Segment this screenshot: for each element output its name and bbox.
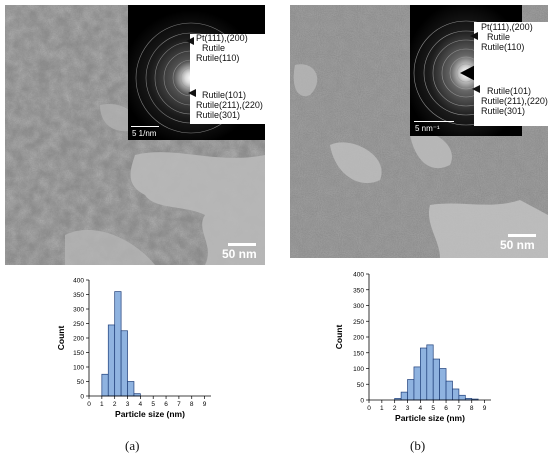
saed-scale-bar-a	[131, 126, 159, 127]
scale-bar-label-b: 50 nm	[500, 238, 535, 252]
histogram-bar	[400, 391, 408, 401]
histogram-bar	[439, 368, 447, 401]
x-tick-label: 8	[190, 401, 194, 408]
scale-bar-a	[228, 243, 256, 246]
scale-bar-label-a: 50 nm	[222, 247, 257, 261]
histogram-bar	[458, 394, 466, 401]
histogram-bar	[114, 291, 122, 397]
x-tick-label: 2	[113, 401, 117, 408]
x-tick-label: 5	[431, 405, 435, 412]
x-tick-label: 1	[100, 401, 104, 408]
y-tick-label: 350	[353, 287, 364, 294]
y-axis-title: Count	[334, 325, 344, 350]
x-tick-label: 6	[164, 401, 168, 408]
y-tick-label: 250	[353, 319, 364, 326]
saed-arrows-a	[186, 37, 196, 97]
label-rutile110-a: Rutile(110)	[196, 53, 240, 63]
x-tick-label: 5	[151, 401, 155, 408]
saed-labels-b	[474, 22, 550, 126]
x-tick-label: 1	[380, 405, 384, 412]
saed-label-group2-b: Rutile(101) Rutile(211),(220) Rutile(301…	[481, 86, 548, 116]
y-tick-label: 250	[73, 321, 84, 328]
y-tick-label: 0	[80, 394, 84, 401]
saed-label-group2-a: Rutile(101) Rutile(211),(220) Rutile(301…	[196, 90, 263, 120]
x-tick-label: 7	[457, 405, 461, 412]
histogram-bar	[420, 347, 428, 401]
saed-scale-label-a: 5 1/nm	[132, 129, 157, 138]
x-tick-label: 7	[177, 401, 181, 408]
histogram-bar	[445, 380, 453, 401]
histogram-bar	[120, 330, 128, 397]
y-tick-label: 400	[353, 272, 364, 279]
x-tick-label: 0	[87, 401, 91, 408]
saed-labels-a	[190, 34, 270, 124]
histogram-bar	[101, 373, 109, 397]
x-tick-label: 9	[203, 401, 207, 408]
histogram-bar	[452, 388, 460, 401]
saed-scale-bar-b	[414, 121, 454, 122]
saed-arrows-b	[470, 32, 480, 93]
label-rutile101-b: Rutile(101)	[487, 86, 532, 96]
y-tick-label: 300	[73, 307, 84, 314]
histogram-bar	[426, 344, 434, 401]
label-rutile-b: Rutile	[487, 32, 511, 42]
y-tick-label: 200	[353, 335, 364, 342]
y-tick-label: 150	[73, 350, 84, 357]
histogram-b: 0 50 100 150 200 250 300 350 400 0 1 2 3 4 5 6 7 8 9 Partic…	[334, 272, 491, 423]
x-tick-label: 8	[470, 405, 474, 412]
label-rutile110-b: Rutile(110)	[481, 42, 525, 52]
label-rutile211-a: Rutile(211),(220)	[196, 100, 263, 110]
label-pt-b: Pt(111),(200)	[481, 22, 533, 32]
label-rutile211-b: Rutile(211),(220)	[481, 96, 548, 106]
histogram-a: 0 50 100 150 200 250 300 350 400 0 1 2 3 4 5 6 7 8 9 Partic…	[56, 278, 211, 419]
saed-label-group-a: Pt(111),(200) Rutile Rutile(110)	[196, 33, 248, 63]
y-tick-label: 50	[357, 382, 365, 389]
x-axis-title: Particle size (nm)	[395, 413, 465, 423]
label-rutile301-b: Rutile(301)	[481, 106, 526, 116]
saed-scale-label-b: 5 nm⁻¹	[415, 124, 440, 133]
y-tick-label: 300	[353, 303, 364, 310]
label-pt-a: Pt(111),(200)	[196, 33, 248, 43]
y-tick-label: 150	[353, 350, 364, 357]
label-rutile101-a: Rutile(101)	[202, 90, 247, 100]
histogram-bar	[413, 366, 421, 401]
y-tick-label: 100	[73, 365, 84, 372]
y-tick-label: 0	[360, 398, 364, 405]
scale-bar-b	[508, 234, 536, 237]
histogram-bar	[127, 381, 135, 397]
histogram-bar	[107, 324, 116, 397]
saed-label-group-b: Pt(111),(200) Rutile Rutile(110)	[481, 22, 533, 52]
histogram-bar	[432, 358, 440, 401]
x-tick-label: 3	[406, 405, 410, 412]
caption-a: (a)	[125, 438, 140, 453]
y-tick-label: 50	[77, 379, 85, 386]
x-tick-label: 4	[139, 401, 143, 408]
x-tick-label: 4	[419, 405, 423, 412]
x-tick-label: 9	[483, 405, 487, 412]
x-axis-title: Particle size (nm)	[115, 409, 185, 419]
y-tick-label: 400	[73, 278, 84, 285]
y-tick-label: 350	[73, 292, 84, 299]
x-tick-label: 2	[393, 405, 397, 412]
label-rutile301-a: Rutile(301)	[196, 110, 241, 120]
label-rutile-a: Rutile	[202, 43, 226, 53]
caption-b: (b)	[410, 438, 426, 453]
y-tick-label: 200	[73, 336, 84, 343]
x-tick-label: 3	[126, 401, 130, 408]
y-axis-title: Count	[56, 326, 66, 351]
y-tick-label: 100	[353, 366, 364, 373]
x-tick-label: 0	[367, 405, 371, 412]
histogram-bar	[407, 379, 415, 401]
x-tick-label: 6	[444, 405, 448, 412]
